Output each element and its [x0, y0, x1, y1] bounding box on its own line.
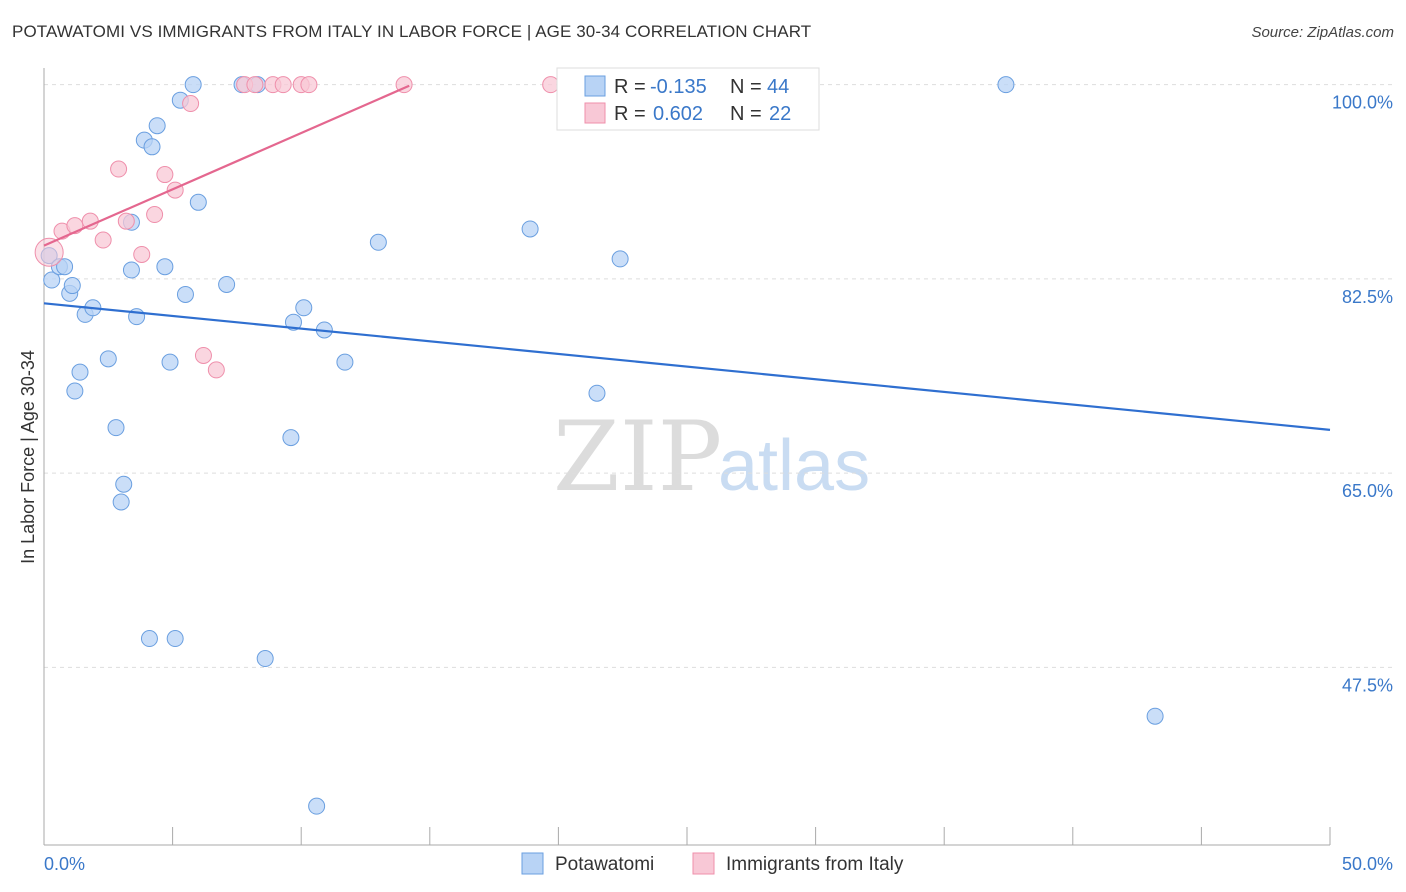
potawatomi-point: [284, 313, 302, 331]
potawatomi-point: [112, 493, 130, 511]
legend-swatch-italy: [584, 102, 606, 124]
legend-n-value-italy: 22: [769, 103, 791, 125]
potawatomi-point: [99, 350, 117, 368]
italy-point: [117, 212, 135, 230]
y-axis-tick-labels: 47.5% 65.0% 82.5% 100.0%: [1332, 93, 1393, 696]
y-tick-label: 82.5%: [1342, 287, 1393, 307]
italy-point: [542, 76, 560, 94]
bottom-legend-swatch-italy: [692, 852, 715, 875]
italy-trend-line: [43, 84, 410, 247]
potawatomi-point: [143, 138, 161, 156]
potawatomi-point: [369, 233, 387, 251]
data-points: [34, 76, 1164, 815]
italy-point: [207, 361, 225, 379]
bottom-legend-label-potawatomi: Potawatomi: [555, 854, 654, 875]
potawatomi-point: [107, 419, 125, 437]
y-tick-label: 47.5%: [1342, 675, 1393, 695]
italy-point: [274, 76, 292, 94]
x-tick-label-max: 50.0%: [1342, 854, 1393, 874]
potawatomi-point: [336, 353, 354, 371]
series-legend: Potawatomi Immigrants from Italy: [521, 852, 904, 875]
italy-point: [246, 76, 264, 94]
bottom-legend-label-italy: Immigrants from Italy: [726, 854, 904, 875]
potawatomi-point: [148, 117, 166, 135]
x-tick-label-min: 0.0%: [44, 854, 85, 874]
potawatomi-point: [161, 353, 179, 371]
italy-point: [146, 206, 164, 224]
potawatomi-point: [256, 650, 274, 668]
legend-swatch-potawatomi: [584, 75, 606, 97]
y-tick-label: 65.0%: [1342, 481, 1393, 501]
watermark: ZIP atlas: [553, 401, 870, 513]
legend-n-label: N =: [730, 76, 762, 98]
potawatomi-point: [611, 250, 629, 268]
potawatomi-point: [66, 382, 84, 400]
potawatomi-point: [295, 299, 313, 317]
potawatomi-point: [166, 630, 184, 648]
chart-title: POTAWATOMI VS IMMIGRANTS FROM ITALY IN L…: [12, 22, 812, 41]
potawatomi-trend-line: [43, 302, 1331, 431]
bottom-legend-swatch-potawatomi: [521, 852, 544, 875]
legend-r-label: R =: [614, 76, 646, 98]
potawatomi-point: [71, 363, 89, 381]
legend-n-value-potawatomi: 44: [767, 76, 789, 98]
potawatomi-point: [122, 261, 140, 279]
italy-point: [133, 245, 151, 263]
potawatomi-point: [176, 285, 194, 303]
potawatomi-point: [588, 384, 606, 402]
potawatomi-point: [218, 275, 236, 293]
potawatomi-point: [140, 630, 158, 648]
potawatomi-point: [56, 258, 74, 276]
potawatomi-point: [282, 429, 300, 447]
legend-r-value-potawatomi: -0.135: [650, 76, 707, 98]
trend-lines: [43, 84, 1331, 431]
watermark-atlas: atlas: [718, 426, 870, 506]
italy-point: [156, 166, 174, 184]
italy-point: [182, 95, 200, 113]
potawatomi-point: [997, 76, 1015, 94]
x-axis-ticks: [43, 827, 1331, 845]
italy-point: [94, 231, 112, 249]
potawatomi-point: [189, 193, 207, 211]
y-tick-label: 100.0%: [1332, 93, 1393, 113]
italy-point: [300, 76, 318, 94]
legend-r-value-italy: 0.602: [653, 103, 703, 125]
italy-point: [34, 237, 64, 267]
potawatomi-point: [63, 277, 81, 295]
potawatomi-point: [1146, 707, 1164, 725]
potawatomi-point: [521, 220, 539, 238]
potawatomi-point: [156, 258, 174, 276]
potawatomi-point: [308, 797, 326, 815]
potawatomi-point: [115, 475, 133, 493]
italy-point: [194, 346, 212, 364]
watermark-zip: ZIP: [553, 401, 722, 513]
italy-point: [110, 160, 128, 178]
source-label: Source: ZipAtlas.com: [1251, 24, 1394, 41]
correlation-legend: R = -0.135 N = 44 R = 0.602 N = 22: [556, 67, 820, 131]
potawatomi-point: [43, 271, 61, 289]
potawatomi-point: [184, 76, 202, 94]
gridlines: [44, 84, 1393, 668]
legend-r-label: R =: [614, 103, 646, 125]
legend-n-label: N =: [730, 103, 762, 125]
y-axis-label: In Labor Force | Age 30-34: [18, 350, 38, 564]
